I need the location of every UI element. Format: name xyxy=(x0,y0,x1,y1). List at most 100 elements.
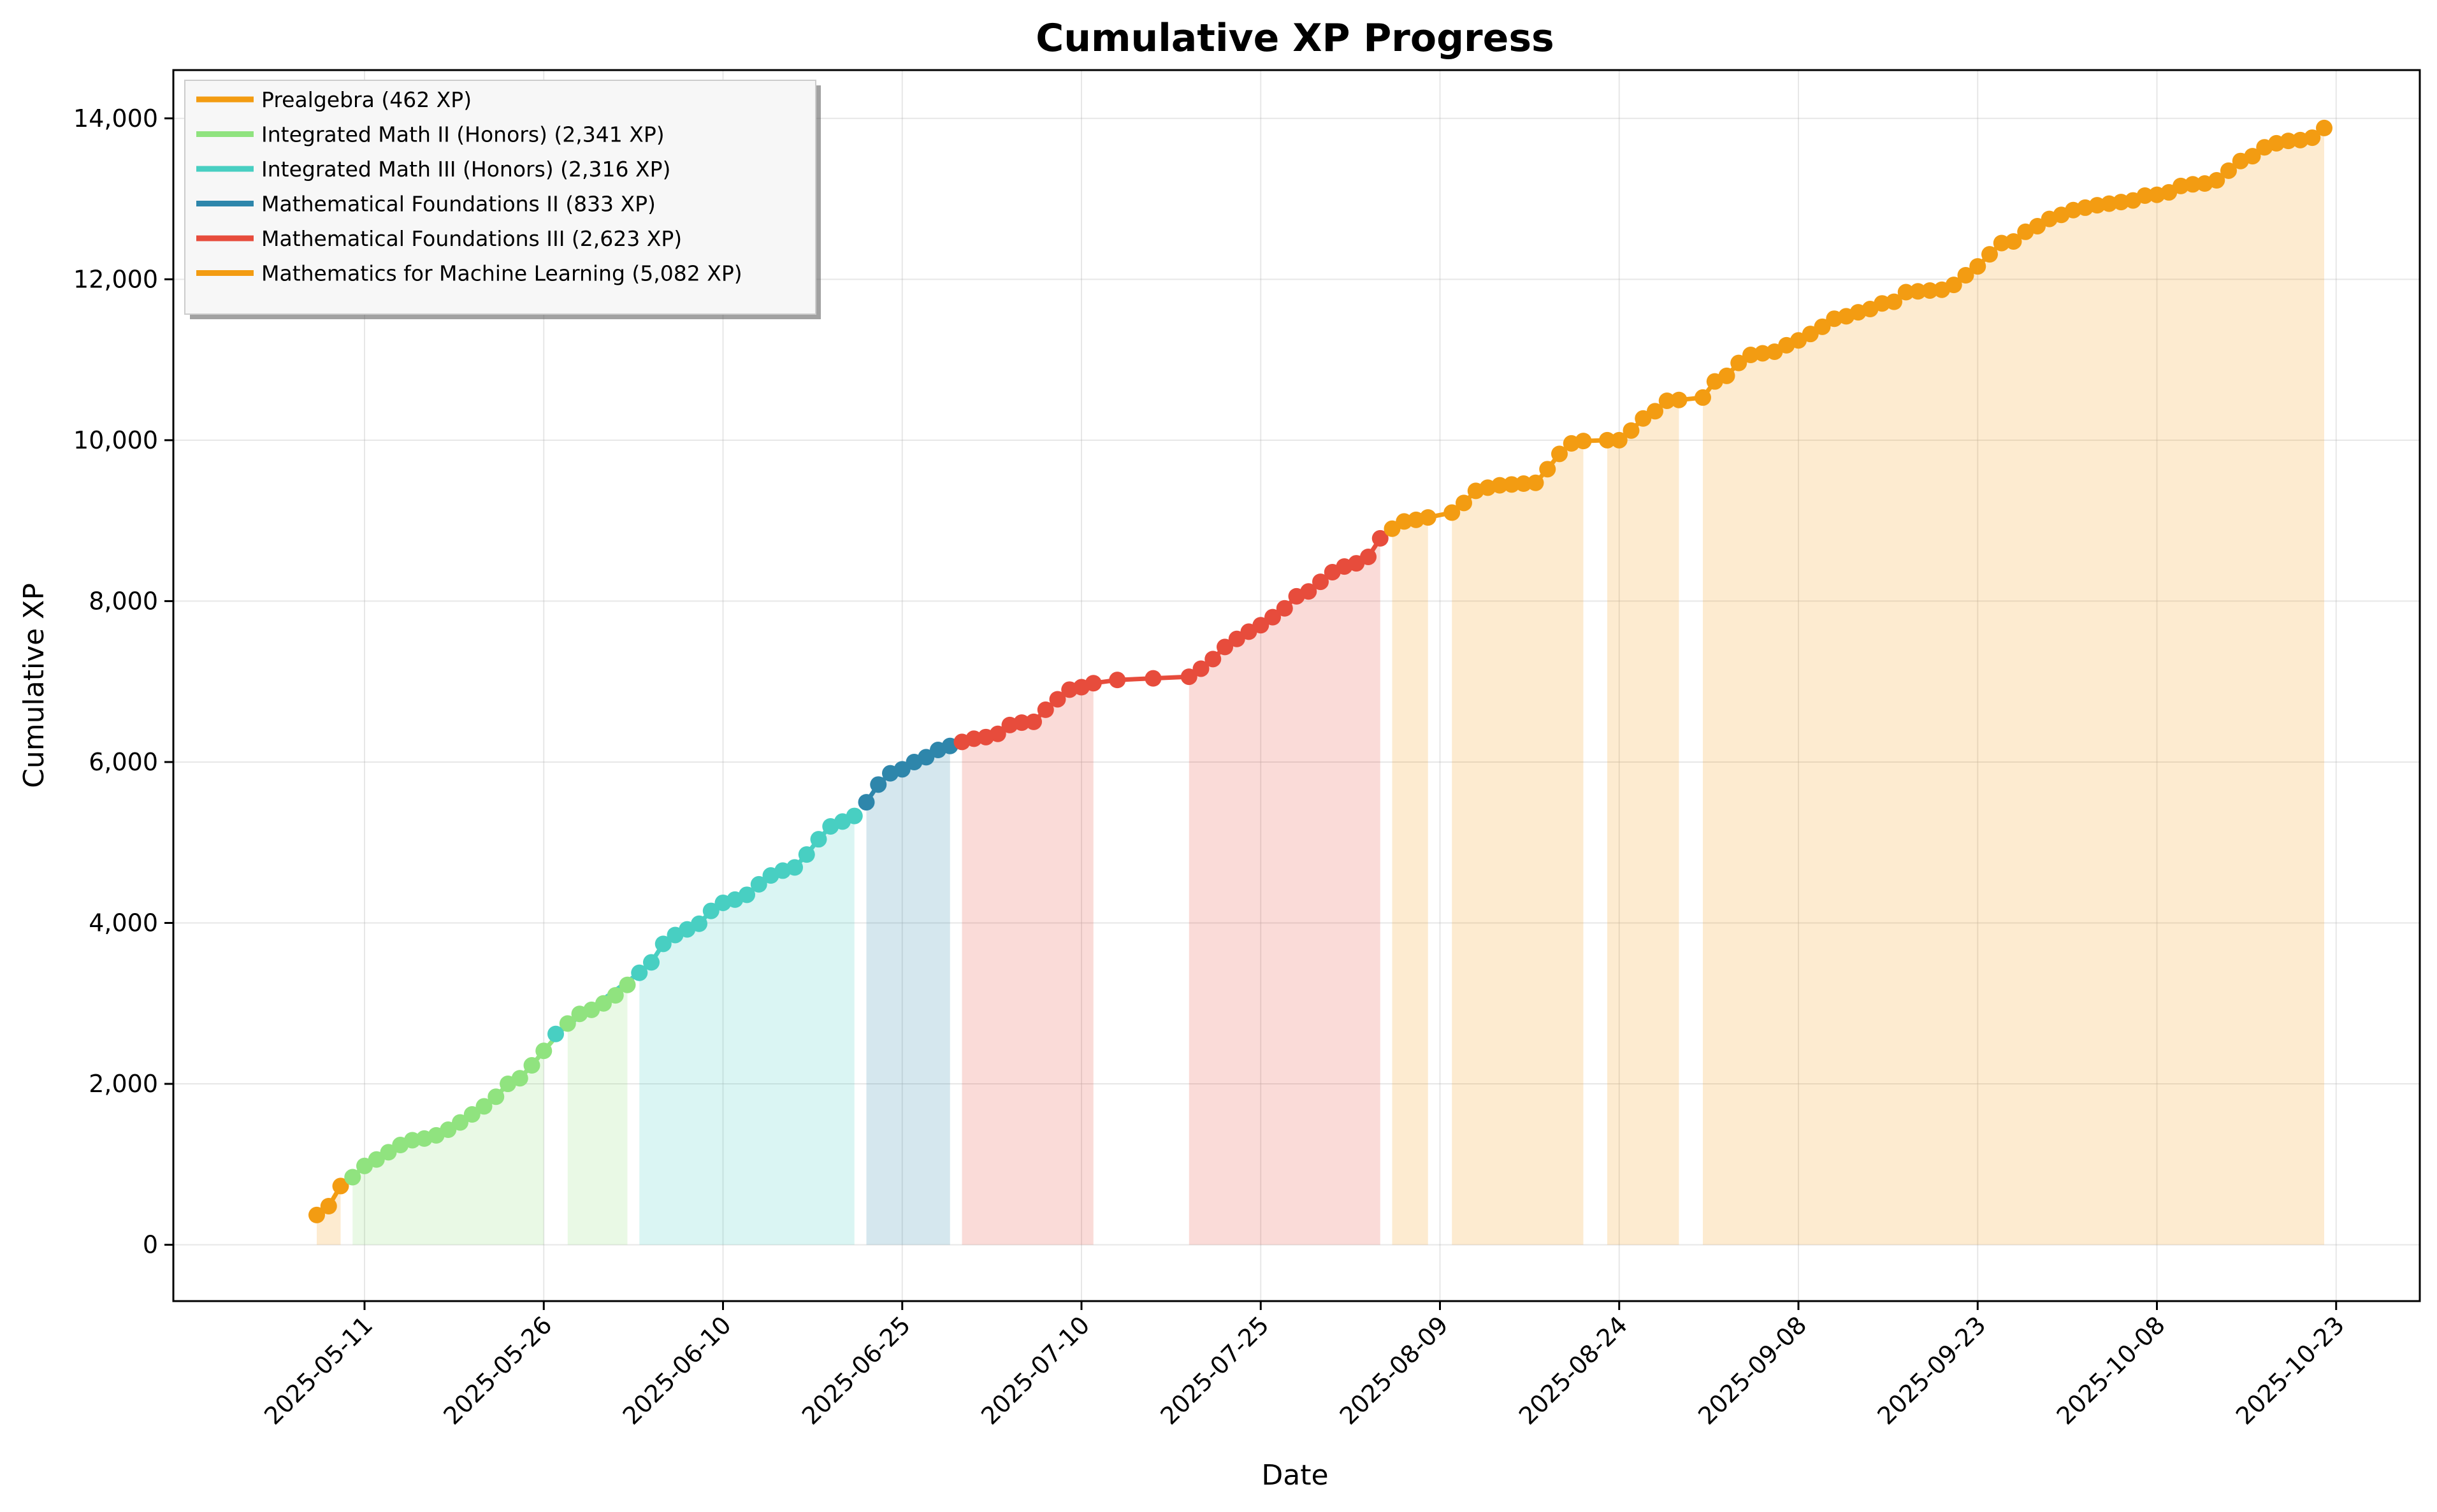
data-point xyxy=(654,935,672,953)
data-point xyxy=(2184,176,2201,193)
y-tick-label: 2,000 xyxy=(89,1070,158,1098)
area-fill xyxy=(1452,441,1584,1245)
data-point xyxy=(595,995,612,1012)
data-point xyxy=(1670,391,1688,408)
data-point xyxy=(1276,600,1293,617)
y-tick-label: 12,000 xyxy=(73,265,158,293)
data-point xyxy=(1658,392,1675,409)
data-point xyxy=(1419,509,1436,526)
area-fill xyxy=(866,745,950,1245)
legend-label: Mathematical Foundations II (833 XP) xyxy=(261,192,656,217)
data-point xyxy=(475,1098,493,1115)
data-point xyxy=(344,1169,361,1186)
data-point xyxy=(619,976,636,993)
data-point xyxy=(1312,573,1329,591)
series-markers xyxy=(308,119,2332,1223)
data-point xyxy=(786,859,803,876)
data-point xyxy=(320,1197,337,1214)
data-point xyxy=(1802,326,1819,343)
legend-label: Prealgebra (462 XP) xyxy=(261,87,472,112)
data-point xyxy=(1217,638,1233,656)
area-fill xyxy=(1703,127,2324,1245)
data-point xyxy=(1969,258,1986,275)
data-point xyxy=(631,964,648,981)
y-tick-label: 0 xyxy=(143,1231,158,1259)
legend-box xyxy=(184,80,816,315)
data-point xyxy=(1192,660,1210,677)
data-point xyxy=(1515,475,1532,493)
data-point xyxy=(1025,713,1042,730)
data-point xyxy=(2316,119,2332,136)
data-point xyxy=(2005,233,2022,250)
data-point xyxy=(1085,675,1102,692)
data-point xyxy=(1049,691,1066,708)
data-point xyxy=(1384,520,1401,537)
data-point xyxy=(918,749,935,766)
data-point xyxy=(463,1106,481,1123)
data-point xyxy=(535,1042,553,1060)
data-point xyxy=(1623,422,1640,439)
data-point xyxy=(1957,267,1974,284)
data-point xyxy=(1921,282,1939,299)
data-point xyxy=(1145,670,1162,687)
data-point xyxy=(1204,651,1222,668)
data-point xyxy=(691,915,707,932)
data-point xyxy=(2280,133,2297,150)
data-point xyxy=(846,807,863,824)
data-point xyxy=(2220,162,2237,179)
data-point xyxy=(858,794,875,811)
area-fill xyxy=(1189,538,1380,1245)
data-point xyxy=(368,1151,385,1168)
data-point xyxy=(2029,217,2046,234)
data-point xyxy=(1539,461,1556,478)
data-point xyxy=(523,1057,540,1074)
data-point xyxy=(2304,129,2321,147)
data-point xyxy=(739,886,755,904)
data-point xyxy=(1180,668,1197,686)
y-tick-label: 14,000 xyxy=(73,104,158,133)
data-point xyxy=(1360,548,1377,565)
data-point xyxy=(1610,431,1628,449)
data-point xyxy=(1897,284,1914,301)
data-point xyxy=(452,1114,468,1131)
data-point xyxy=(511,1070,528,1087)
data-point xyxy=(750,875,767,893)
data-point xyxy=(1300,583,1317,600)
data-point xyxy=(547,1025,564,1042)
data-point xyxy=(702,902,720,919)
data-point xyxy=(1695,389,1711,406)
data-point xyxy=(2244,148,2261,165)
data-point xyxy=(1503,476,1520,493)
data-point xyxy=(870,776,887,793)
data-point xyxy=(798,846,815,863)
data-point xyxy=(643,954,660,971)
data-point xyxy=(1228,630,1245,647)
data-point xyxy=(1037,701,1054,718)
y-axis-label: Cumulative XP xyxy=(18,583,50,788)
data-point xyxy=(1635,410,1652,427)
chart-title: Cumulative XP Progress xyxy=(1036,16,1554,61)
area-fill xyxy=(1392,517,1428,1245)
data-point xyxy=(989,725,1006,742)
data-point xyxy=(1647,403,1663,420)
data-point xyxy=(1456,494,1472,512)
legend-label: Mathematics for Machine Learning (5,082 … xyxy=(261,261,742,286)
data-point xyxy=(308,1206,325,1223)
data-point xyxy=(2208,171,2225,189)
data-point xyxy=(1945,277,1962,294)
y-tick-label: 4,000 xyxy=(89,909,158,937)
data-point xyxy=(1909,283,1927,300)
data-point xyxy=(2136,187,2153,204)
data-point xyxy=(1814,318,1831,335)
data-point xyxy=(1491,477,1508,494)
data-point xyxy=(559,1015,576,1032)
x-axis-label: Date xyxy=(1261,1459,1328,1492)
data-point xyxy=(1718,367,1735,384)
data-point xyxy=(488,1088,505,1105)
area-fill xyxy=(639,816,855,1245)
area-fill xyxy=(962,683,1094,1245)
data-point xyxy=(440,1121,457,1139)
area-fills xyxy=(317,127,2324,1245)
